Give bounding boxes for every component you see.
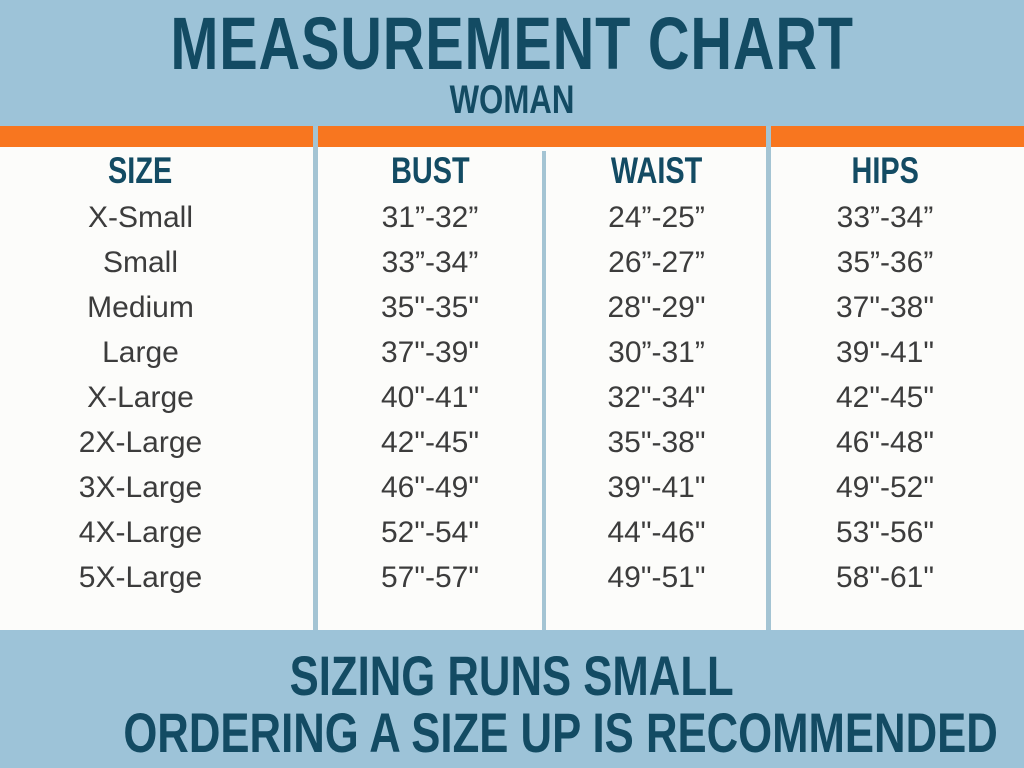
column-header-bust: BUST bbox=[315, 147, 545, 195]
page-title-text: MEASUREMENT CHART bbox=[170, 2, 854, 85]
table-cell: 35"-35" bbox=[380, 290, 480, 324]
column-header-hips: HIPS bbox=[768, 147, 1002, 195]
table-cell: 5X-Large bbox=[78, 560, 203, 594]
table-cell: 42"-45" bbox=[835, 380, 935, 414]
table-column-bust: BUST 31”-32” 33”-34” 35"-35" 37"-39" 40"-41"… bbox=[315, 147, 545, 630]
table-cell: 30”-31” bbox=[608, 335, 705, 369]
table-cell: Small bbox=[102, 245, 178, 279]
table-cell: 58"-61" bbox=[835, 560, 935, 594]
column-cells-bust: 31”-32” 33”-34” 35"-35" 37"-39" 40"-41" 42"-4… bbox=[315, 195, 545, 600]
table-cell: 2X-Large bbox=[78, 425, 203, 459]
column-separator-line bbox=[313, 126, 318, 630]
column-header-bust-label: BUST bbox=[390, 150, 470, 191]
column-separator-line bbox=[766, 126, 771, 630]
table-cell: 49"-52" bbox=[835, 470, 935, 504]
size-table: SIZE X-Small Small Medium Large X-Large 2X-La… bbox=[0, 147, 1024, 630]
table-column-size: SIZE X-Small Small Medium Large X-Large 2X-La… bbox=[0, 147, 315, 630]
table-cell: 40"-41" bbox=[380, 380, 480, 414]
page-title: MEASUREMENT CHART bbox=[0, 0, 1024, 82]
sizing-note-line2-text: ORDERING A SIZE UP IS RECOMMENDED bbox=[123, 701, 998, 764]
table-cell: 33”-34” bbox=[381, 245, 479, 279]
page-subtitle-text: WOMAN bbox=[449, 78, 575, 122]
column-header-size: SIZE bbox=[0, 147, 281, 195]
column-cells-hips: 33”-34” 35”-36” 37"-38" 39"-41" 42"-45" 46"-4… bbox=[768, 195, 1002, 600]
table-cell: 57"-57" bbox=[380, 560, 480, 594]
column-cells-size: X-Small Small Medium Large X-Large 2X-Large 3X… bbox=[0, 195, 281, 600]
chart-header: MEASUREMENT CHART WOMAN bbox=[0, 0, 1024, 126]
table-cell: 35"-38" bbox=[607, 425, 706, 459]
column-header-waist: WAIST bbox=[545, 147, 768, 195]
column-header-hips-label: HIPS bbox=[851, 150, 919, 191]
table-cell: 32"-34" bbox=[607, 380, 706, 414]
table-cell: 46"-49" bbox=[380, 470, 480, 504]
column-header-waist-label: WAIST bbox=[610, 150, 703, 191]
sizing-note-line2: ORDERING A SIZE UP IS RECOMMENDED bbox=[0, 704, 1024, 761]
column-cells-waist: 24”-25” 26”-27” 28"-29" 30”-31” 32"-34" 35"-3… bbox=[545, 195, 768, 600]
table-cell: 4X-Large bbox=[78, 515, 203, 549]
sizing-note-line1: SIZING RUNS SMALL bbox=[0, 647, 1024, 704]
table-cell: 49"-51" bbox=[607, 560, 706, 594]
table-column-hips: HIPS 33”-34” 35”-36” 37"-38" 39"-41" 42"-45"… bbox=[768, 147, 1024, 630]
table-cell: 33”-34” bbox=[836, 200, 934, 234]
table-cell: 53"-56" bbox=[835, 515, 935, 549]
sizing-note-line1-text: SIZING RUNS SMALL bbox=[289, 644, 735, 707]
table-cell: 44"-46" bbox=[607, 515, 706, 549]
table-cell: 26”-27” bbox=[608, 245, 705, 279]
table-cell: Medium bbox=[87, 290, 194, 324]
table-cell: 46"-48" bbox=[835, 425, 935, 459]
table-cell: 42"-45" bbox=[380, 425, 480, 459]
sizing-note: SIZING RUNS SMALL ORDERING A SIZE UP IS … bbox=[0, 630, 1024, 768]
column-separator-line bbox=[542, 151, 546, 630]
table-column-waist: WAIST 24”-25” 26”-27” 28"-29" 30”-31” 32"-34… bbox=[545, 147, 768, 630]
table-cell: Large bbox=[102, 335, 179, 369]
table-cell: 28"-29" bbox=[607, 290, 706, 324]
table-cell: 37"-38" bbox=[835, 290, 935, 324]
table-cell: 52"-54" bbox=[380, 515, 480, 549]
table-cell: 39"-41" bbox=[607, 470, 706, 504]
page-subtitle: WOMAN bbox=[0, 80, 1024, 120]
table-cell: 39"-41" bbox=[835, 335, 935, 369]
table-cell: 3X-Large bbox=[78, 470, 203, 504]
table-cell: 37"-39" bbox=[380, 335, 480, 369]
table-cell: 35”-36” bbox=[836, 245, 934, 279]
table-cell: 31”-32” bbox=[381, 200, 479, 234]
accent-divider-bar bbox=[0, 126, 1024, 147]
table-cell: X-Large bbox=[87, 380, 194, 414]
table-cell: 24”-25” bbox=[608, 200, 705, 234]
table-cell: X-Small bbox=[87, 200, 193, 234]
column-header-size-label: SIZE bbox=[108, 150, 173, 191]
